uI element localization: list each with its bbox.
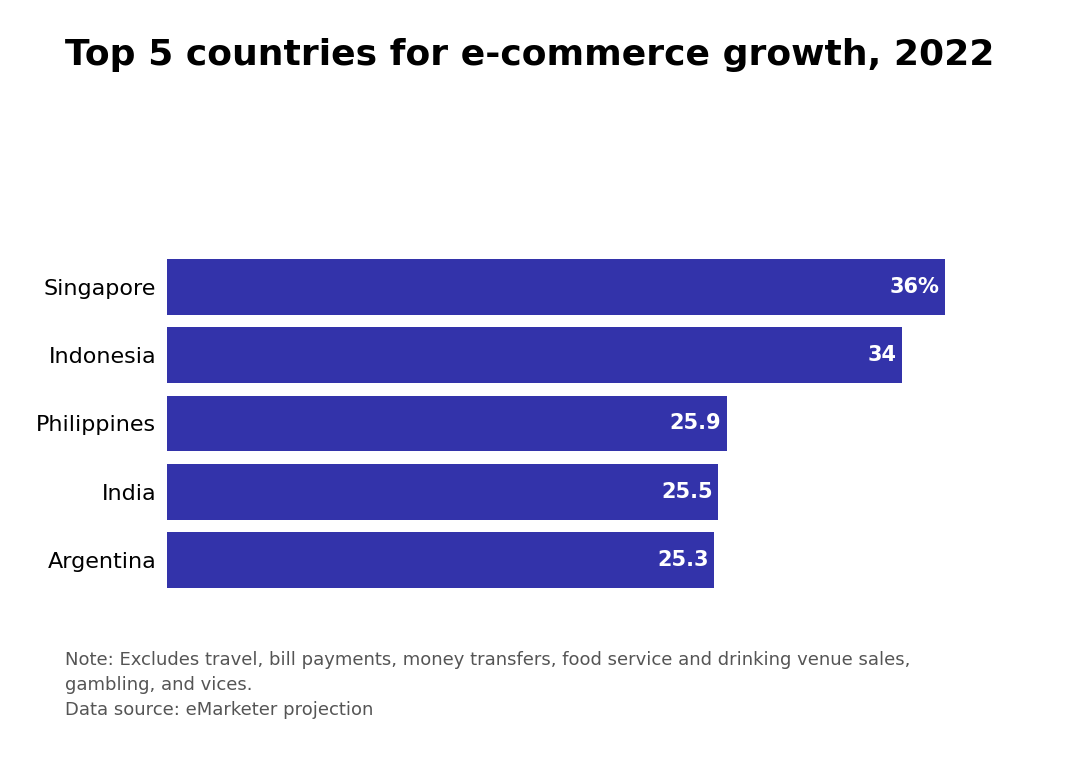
Bar <box>167 327 902 383</box>
Bar <box>167 396 727 451</box>
Text: Top 5 countries for e-commerce growth, 2022: Top 5 countries for e-commerce growth, 2… <box>65 38 995 72</box>
Text: 25.5: 25.5 <box>661 481 713 501</box>
Text: Note: Excludes travel, bill payments, money transfers, food service and drinking: Note: Excludes travel, bill payments, mo… <box>65 651 910 718</box>
Bar <box>167 464 718 520</box>
Text: 25.3: 25.3 <box>657 550 708 570</box>
Text: 34: 34 <box>867 346 896 366</box>
Text: 25.9: 25.9 <box>670 413 721 434</box>
Bar <box>167 259 945 315</box>
Bar <box>167 532 714 588</box>
Text: 36%: 36% <box>890 277 940 297</box>
